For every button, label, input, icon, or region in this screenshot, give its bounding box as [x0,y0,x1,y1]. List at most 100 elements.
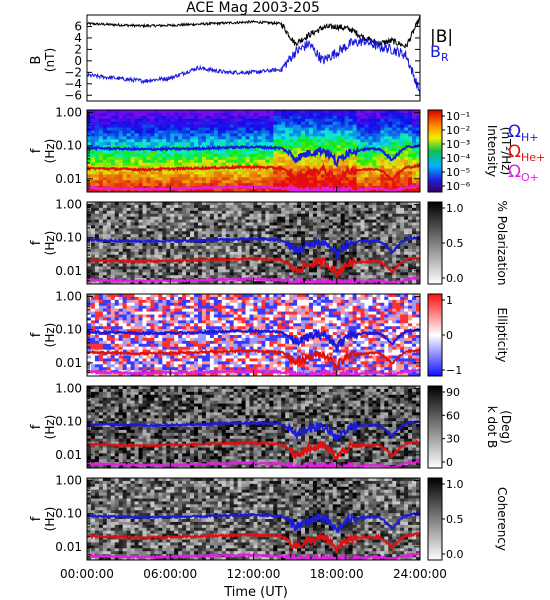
polarization-cell [301,204,306,209]
intensity-colorbar-label: Intensity [485,125,499,177]
polarization-cell [320,260,326,264]
intensity-cell [170,115,175,120]
polarization-cell [150,228,155,232]
polarization-cell [186,204,191,209]
intensity-cell [368,165,373,169]
polarization-cell [221,210,227,215]
polarization-cell [98,269,104,273]
intensity-cell [416,110,420,114]
polarization-cell [150,266,155,270]
intensity-cell [217,124,223,128]
polarization-cell [412,202,417,206]
intensity-cell [190,177,195,181]
intensity-cell [110,156,116,161]
polarization-cell [209,243,215,247]
polarization-cell [384,237,389,241]
polarization-cell [241,231,246,235]
intensity-cell [312,121,318,126]
polarization-cell [277,204,282,209]
polarization-cell [126,207,131,212]
intensity-cell [106,145,112,149]
intensity-cell [301,165,306,169]
intensity-cell [396,177,401,181]
intensity-cell [110,112,116,117]
intensity-cell [134,115,139,120]
polarization-cell [312,210,318,215]
intensity-cell [372,162,377,167]
ellipticity-cell [87,346,92,351]
polarization-cell [249,263,254,267]
intensity-cell [265,115,270,120]
polarization-cell [376,248,381,253]
polarization-cell [134,269,139,273]
polarization-cell [118,254,124,259]
intensity-cell [150,165,155,169]
intensity-cell [90,142,96,146]
polarization-cell [98,228,104,232]
intensity-cell [412,118,417,123]
polarization-cell [201,240,207,244]
polarization-cell [305,275,310,279]
polarization-cell [233,240,239,244]
intensity-cell [237,151,242,155]
intensity-cell [194,130,199,134]
polarization-cell [360,272,365,276]
intensity-cell [213,142,219,146]
polarization-cell [205,216,211,220]
polarization-cell [344,225,350,229]
intensity-cell [162,162,167,167]
polarization-cell [305,204,310,209]
polarization-cell [380,281,385,284]
polarization-cell [388,260,393,264]
polarization-cell [221,234,227,238]
polarization-cell [320,269,326,273]
intensity-cell [186,156,191,161]
polarization-cell [178,228,183,232]
intensity-cell [372,121,377,126]
polarization-cell [412,225,417,229]
intensity-cell [198,153,203,158]
polarization-cell [221,254,227,259]
intensity-cell [87,174,92,178]
polarization-cell [154,219,159,223]
polarization-cell [364,243,369,247]
polarization-cell [249,240,254,244]
intensity-cell [269,130,274,134]
polarization-cell [114,272,120,276]
polarization-cell [225,281,231,284]
intensity-cell [269,142,274,146]
intensity-cell [142,174,147,178]
ellipticity-cell [98,346,104,351]
intensity-cell [194,174,199,178]
intensity-cell [114,148,120,152]
polarization-cell [408,243,413,247]
intensity-cell [309,127,314,131]
intensity-cell [261,177,266,181]
intensity-cell [332,112,338,117]
intensity-cell [261,180,266,184]
intensity-cell [186,112,191,117]
polarization-cell [221,213,227,218]
polarization-cell [277,202,282,206]
polarization-cell [142,251,147,256]
polarization-cell [186,231,191,235]
polarization-cell [87,225,92,229]
intensity-cell [201,180,207,184]
polarization-cell [217,234,223,238]
b-field-ytick-label: −2 [64,65,82,79]
intensity-cell [396,133,401,137]
intensity-cell [301,112,306,117]
intensity-cell [150,177,155,181]
intensity-cell [273,130,278,134]
intensity-cell [130,118,135,123]
ellipticity-cell [98,355,104,359]
intensity-cell [174,139,179,143]
polarization-cell [87,231,92,235]
b-field-ylabel: B [29,56,44,65]
polarization-cell [98,237,104,241]
polarization-cell [328,210,334,215]
intensity-cell [324,110,330,114]
polarization-cell [320,225,326,229]
polarization-cell [98,260,104,264]
intensity-cell [261,130,266,134]
